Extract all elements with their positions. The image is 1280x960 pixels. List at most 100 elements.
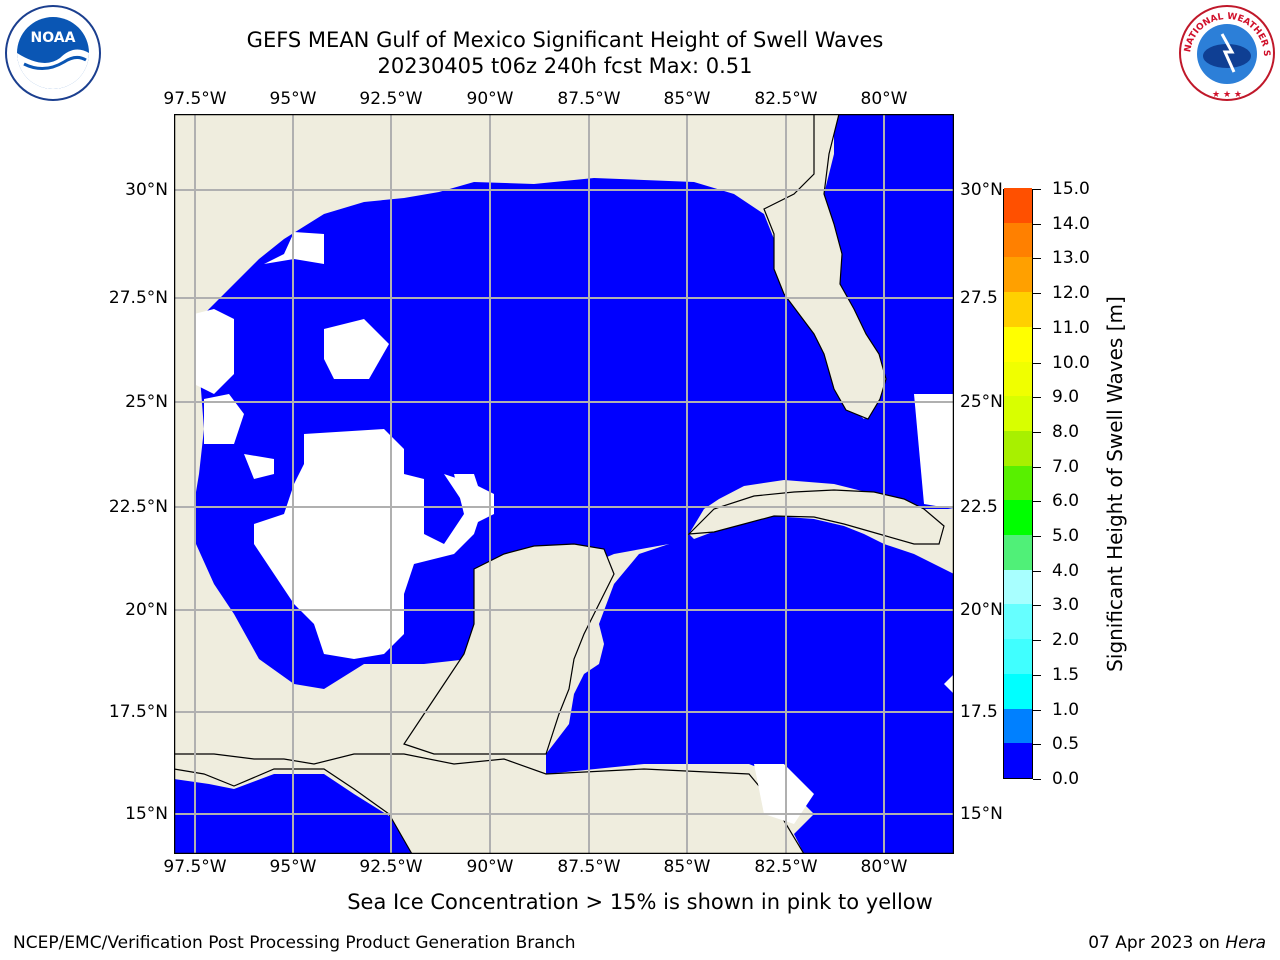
- colorbar: [1003, 187, 1033, 779]
- svg-text:★ ★ ★: ★ ★ ★: [1212, 90, 1242, 100]
- lon-label-top: 90°W: [466, 89, 514, 109]
- colorbar-tick-label: 11.0: [1052, 317, 1090, 338]
- lat-label-right: 20°N: [960, 600, 1003, 620]
- lat-label-left: 15°N: [125, 804, 168, 824]
- colorbar-segment: [1004, 361, 1032, 397]
- colorbar-segment: [1004, 603, 1032, 640]
- yucatan: [403, 543, 615, 755]
- colorbar-segment: [1004, 395, 1032, 431]
- colorbar-tick-label: 2.0: [1052, 630, 1080, 651]
- colorbar-segment: [1004, 222, 1032, 258]
- colorbar-tick: [1033, 189, 1041, 190]
- lat-label-left: 22.5°N: [108, 497, 168, 517]
- colorbar-tick: [1033, 570, 1041, 572]
- lon-label-top: 87.5°W: [557, 89, 621, 109]
- colorbar-tick-label: 9.0: [1052, 387, 1080, 408]
- date-machine: Hera: [1225, 933, 1266, 953]
- lon-label-bottom: 90°W: [466, 857, 514, 877]
- lon-label-top: 95°W: [269, 89, 317, 109]
- colorbar-segment: [1004, 638, 1032, 674]
- colorbar-tick: [1033, 744, 1041, 746]
- credit-text: NCEP/EMC/Verification Post Processing Pr…: [13, 933, 576, 953]
- colorbar-tick-label: 10.0: [1052, 352, 1090, 373]
- colorbar-tick: [1033, 466, 1041, 468]
- florida: [763, 114, 887, 420]
- colorbar-tick: [1033, 223, 1041, 225]
- colorbar-segment: [1004, 465, 1032, 501]
- chart-title: GEFS MEAN Gulf of Mexico Significant Hei…: [246, 28, 884, 52]
- colorbar-segment: [1004, 499, 1032, 536]
- lon-label-bottom: 82.5°W: [754, 857, 818, 877]
- colorbar-tick: [1033, 536, 1041, 538]
- colorbar-tick: [1033, 293, 1041, 295]
- lat-label-left: 25°N: [125, 392, 168, 412]
- colorbar-tick-label: 7.0: [1052, 456, 1080, 477]
- colorbar-tick: [1033, 397, 1041, 399]
- nodata-patches: [194, 232, 954, 824]
- lon-label-top: 85°W: [663, 89, 711, 109]
- lat-label-right: 27.5: [960, 288, 998, 308]
- colorbar-tick-label: 5.0: [1052, 526, 1080, 547]
- colorbar-tick: [1033, 501, 1041, 503]
- colorbar-segment: [1004, 430, 1032, 466]
- colorbar-tick: [1033, 431, 1041, 433]
- colorbar-tick: [1033, 674, 1041, 676]
- lat-label-left: 17.5°N: [108, 702, 168, 722]
- lon-label-top: 97.5°W: [163, 89, 227, 109]
- colorbar-tick-label: 13.0: [1052, 248, 1090, 269]
- colorbar-segment: [1004, 187, 1032, 223]
- colorbar-segment: [1004, 708, 1032, 744]
- lon-label-bottom: 97.5°W: [163, 857, 227, 877]
- colorbar-tick-label: 3.0: [1052, 595, 1080, 616]
- colorbar-segment: [1004, 742, 1032, 778]
- colorbar-segment: [1004, 673, 1032, 709]
- colorbar-tick-label: 1.0: [1052, 699, 1080, 720]
- date-text: 07 Apr 2023 on Hera: [1088, 933, 1266, 953]
- colorbar-tick-label: 12.0: [1052, 283, 1090, 304]
- map-panel: [174, 114, 954, 854]
- nws-logo: NATIONAL WEATHER SERVICE ★ ★ ★: [1178, 4, 1275, 101]
- colorbar-tick-label: 6.0: [1052, 491, 1080, 512]
- lon-label-top: 82.5°W: [754, 89, 818, 109]
- colorbar-tick-label: 8.0: [1052, 421, 1080, 442]
- colorbar-segment: [1004, 326, 1032, 362]
- lon-label-bottom: 92.5°W: [359, 857, 423, 877]
- lon-label-bottom: 80°W: [860, 857, 908, 877]
- lat-label-right: 17.5: [960, 702, 998, 722]
- lat-label-right: 22.5: [960, 497, 998, 517]
- colorbar-segment: [1004, 569, 1032, 605]
- lon-label-top: 80°W: [860, 89, 908, 109]
- colorbar-tick: [1033, 327, 1041, 329]
- colorbar-segment: [1004, 534, 1032, 570]
- lon-label-top: 92.5°W: [359, 89, 423, 109]
- noaa-logo: NOAA: [5, 5, 101, 101]
- colorbar-tick: [1033, 362, 1041, 364]
- graticule: [174, 114, 954, 854]
- colorbar-segment: [1004, 256, 1032, 293]
- colorbar-label: Significant Height of Swell Waves [m]: [1103, 296, 1127, 672]
- noaa-logo-text: NOAA: [31, 30, 76, 46]
- lat-label-left: 20°N: [125, 600, 168, 620]
- colorbar-tick-label: 0.0: [1052, 769, 1080, 789]
- colorbar-tick-label: 0.5: [1052, 734, 1080, 755]
- date-prefix: 07 Apr 2023 on: [1088, 933, 1226, 953]
- sea-ice-note: Sea Ice Concentration > 15% is shown in …: [347, 890, 933, 914]
- colorbar-tick-label: 15.0: [1052, 179, 1090, 199]
- lat-label-right: 25°N: [960, 392, 1003, 412]
- colorbar-tick: [1033, 605, 1041, 607]
- lat-label-right: 30°N: [960, 180, 1003, 200]
- colorbar-tick-label: 1.5: [1052, 664, 1080, 685]
- colorbar-tick-label: 4.0: [1052, 560, 1080, 581]
- lat-label-left: 27.5°N: [108, 288, 168, 308]
- lon-label-bottom: 95°W: [269, 857, 317, 877]
- colorbar-tick: [1033, 640, 1041, 642]
- colorbar-tick: [1033, 258, 1041, 260]
- colorbar-tick: [1033, 779, 1041, 780]
- colorbar-tick: [1033, 709, 1041, 711]
- colorbar-segment: [1004, 291, 1032, 327]
- colorbar-tick-label: 14.0: [1052, 213, 1090, 234]
- lon-label-bottom: 87.5°W: [557, 857, 621, 877]
- cuba: [687, 489, 945, 545]
- lon-label-bottom: 85°W: [663, 857, 711, 877]
- lat-label-left: 30°N: [125, 180, 168, 200]
